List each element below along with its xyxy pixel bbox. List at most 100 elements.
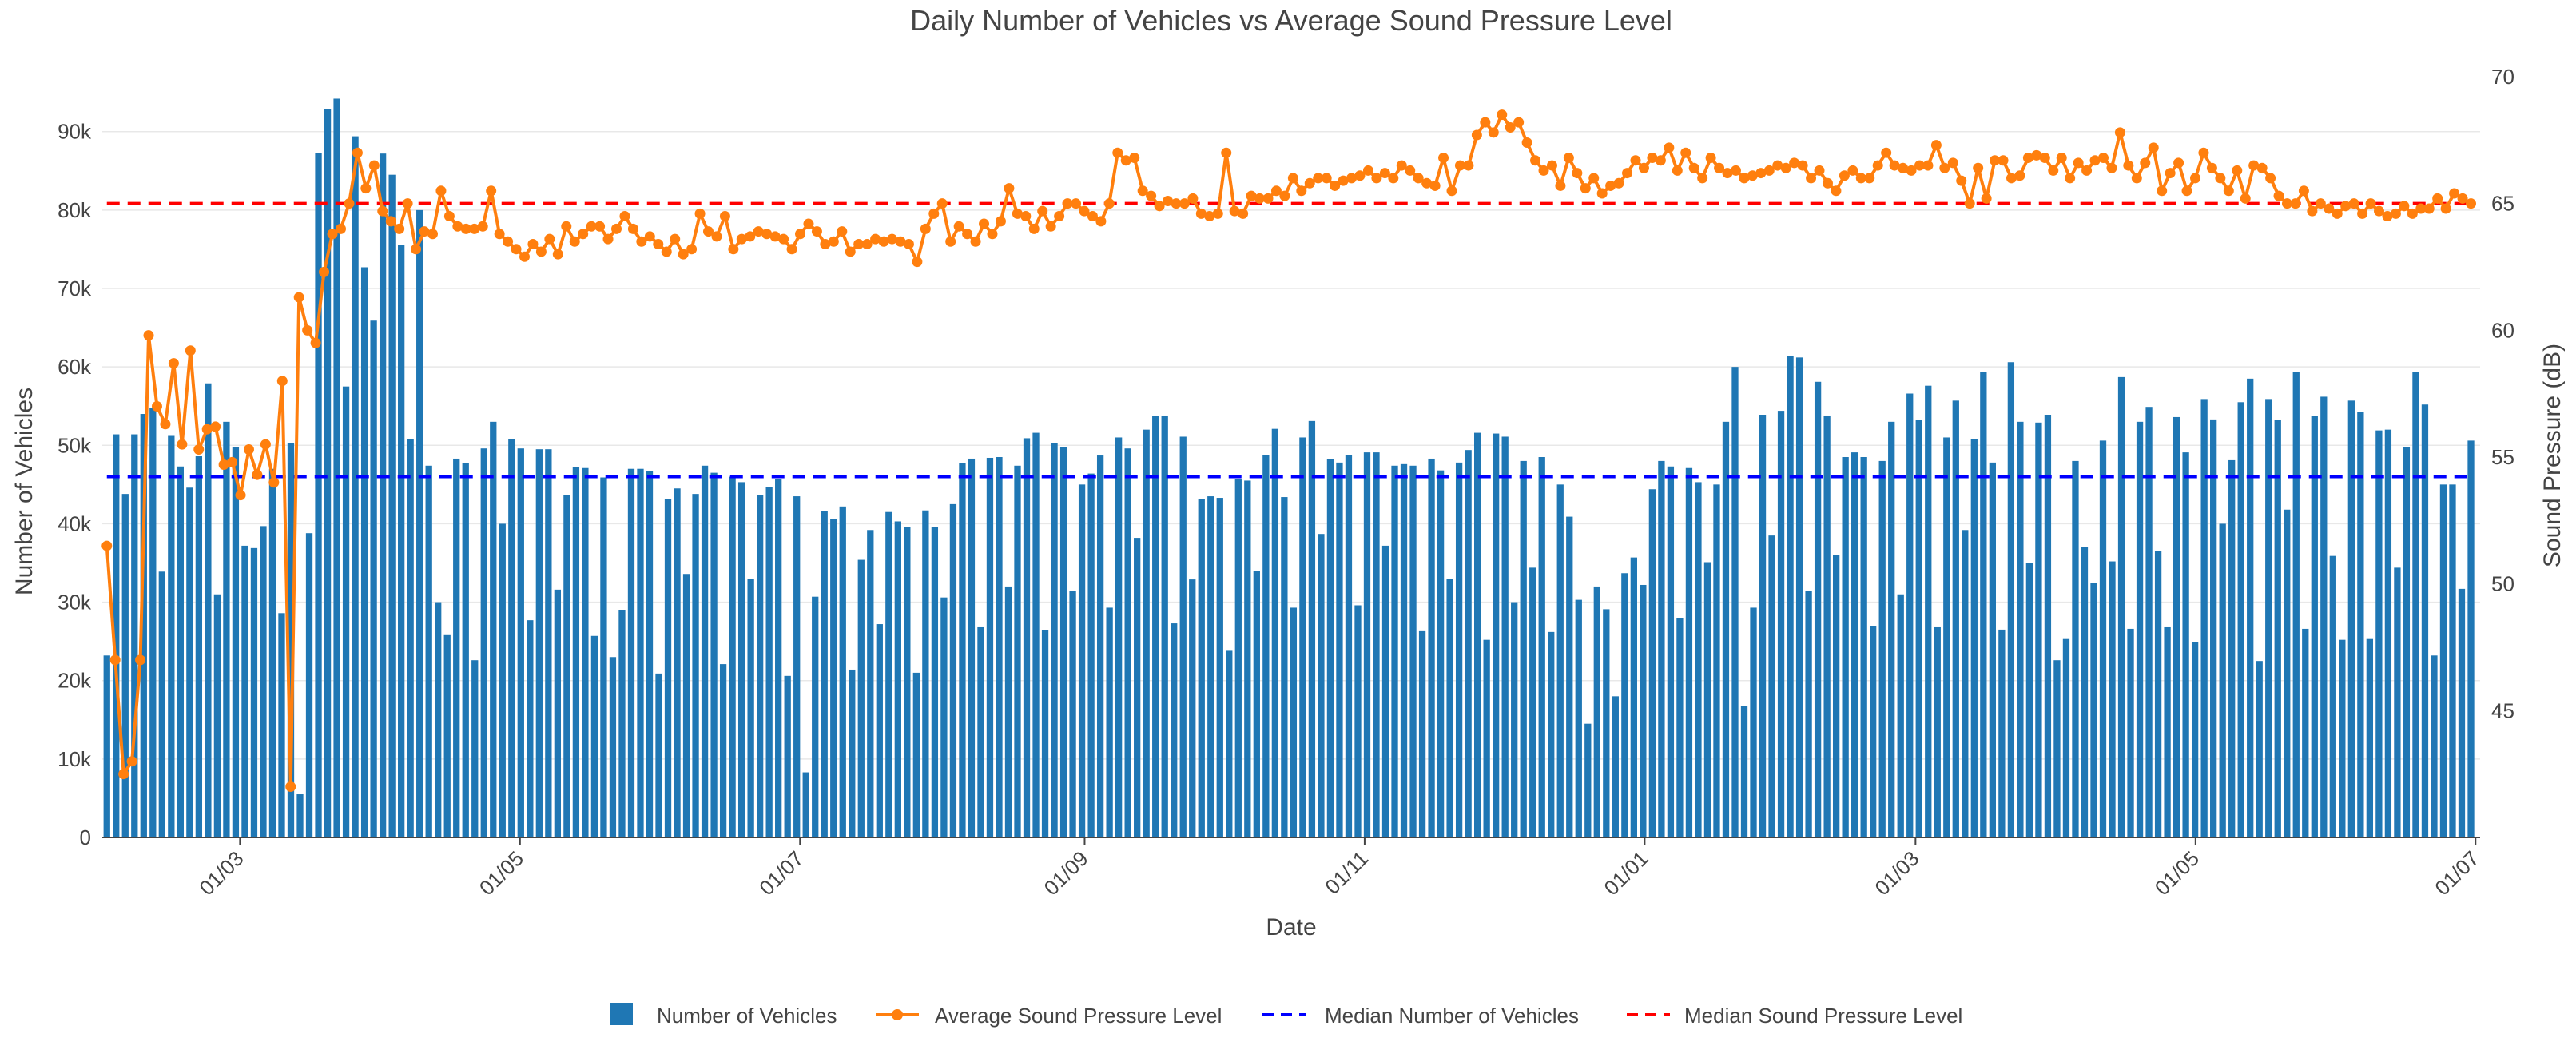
vehicle-bar bbox=[1529, 567, 1536, 837]
sound-pressure-point bbox=[419, 226, 430, 237]
vehicle-bar bbox=[821, 511, 828, 837]
vehicle-bar bbox=[1667, 466, 1675, 837]
vehicle-bar bbox=[1805, 591, 1812, 837]
sound-pressure-point bbox=[2181, 185, 2192, 197]
legend-swatch-vehicles bbox=[610, 1003, 633, 1025]
vehicle-bar bbox=[1593, 586, 1600, 837]
sound-pressure-point bbox=[2048, 165, 2059, 176]
vehicle-bar bbox=[2247, 378, 2254, 837]
vehicle-bar bbox=[2219, 523, 2226, 837]
vehicle-bar bbox=[2347, 400, 2355, 838]
sound-pressure-point bbox=[2106, 162, 2117, 173]
vehicle-bar bbox=[2228, 459, 2236, 837]
vehicle-bar bbox=[1750, 607, 1757, 837]
sound-pressure-point bbox=[1990, 155, 2001, 166]
sound-pressure-point bbox=[1296, 185, 1307, 197]
vehicle-bar bbox=[268, 468, 276, 837]
sound-pressure-point bbox=[878, 236, 889, 247]
sound-pressure-point bbox=[2457, 193, 2468, 204]
vehicle-bar bbox=[2329, 555, 2336, 837]
vehicle-bar bbox=[894, 521, 901, 837]
vehicle-bar bbox=[213, 594, 221, 837]
sound-pressure-point bbox=[769, 231, 781, 242]
sound-pressure-point bbox=[803, 218, 814, 229]
vehicle-bar bbox=[1870, 626, 1877, 837]
vehicle-bar bbox=[765, 487, 773, 837]
sound-pressure-point bbox=[460, 223, 471, 234]
vehicle-bar bbox=[757, 495, 764, 837]
sound-pressure-point bbox=[2415, 203, 2427, 214]
vehicle-bar bbox=[1134, 538, 1141, 837]
vehicle-bar bbox=[1640, 584, 1647, 837]
vehicle-bar bbox=[186, 487, 193, 837]
vehicle-bar bbox=[2035, 422, 2042, 837]
vehicle-bar bbox=[719, 664, 727, 837]
sound-pressure-point bbox=[2081, 165, 2093, 176]
vehicle-bar bbox=[1336, 462, 1343, 837]
sound-pressure-point bbox=[1246, 190, 1257, 201]
vehicle-bar bbox=[912, 672, 920, 837]
sound-pressure-point bbox=[636, 236, 647, 247]
sound-pressure-point bbox=[987, 229, 998, 240]
sound-pressure-point bbox=[2039, 153, 2050, 164]
vehicle-bar bbox=[1087, 473, 1095, 837]
sound-pressure-point bbox=[1789, 157, 1800, 169]
sound-pressure-point bbox=[1212, 208, 1223, 219]
sound-pressure-point bbox=[995, 216, 1006, 227]
sound-pressure-point bbox=[2123, 160, 2134, 171]
vehicle-bar bbox=[1262, 455, 1270, 837]
vehicle-bar bbox=[1428, 458, 1435, 837]
sound-pressure-point bbox=[569, 236, 580, 247]
sound-pressure-point bbox=[611, 223, 622, 234]
vehicle-bar bbox=[1556, 484, 1564, 837]
vehicle-bar bbox=[2117, 376, 2125, 837]
sound-pressure-path bbox=[105, 113, 2472, 789]
sound-pressure-point bbox=[2265, 173, 2276, 184]
sound-pressure-point bbox=[2056, 153, 2067, 164]
vehicle-bar bbox=[1989, 462, 1996, 837]
x-tick-label: 01/05 bbox=[475, 846, 528, 900]
vehicle-bar bbox=[867, 530, 874, 837]
y2-tick-label: 65 bbox=[2491, 192, 2514, 216]
sound-pressure-point bbox=[1497, 109, 1508, 121]
vehicle-bar bbox=[1152, 416, 1159, 837]
sound-pressure-point bbox=[394, 223, 405, 234]
vehicle-bar bbox=[2467, 440, 2475, 837]
vehicle-bar bbox=[1345, 455, 1353, 837]
vehicle-bar bbox=[416, 209, 423, 838]
vehicle-bar bbox=[324, 109, 332, 837]
vehicle-bar bbox=[296, 794, 304, 837]
sound-pressure-point bbox=[653, 238, 664, 249]
sound-pressure-point bbox=[486, 185, 497, 197]
vehicle-bar bbox=[802, 772, 809, 837]
sound-pressure-point bbox=[1112, 147, 1123, 158]
vehicle-bar bbox=[342, 386, 350, 837]
sound-pressure-point bbox=[2281, 198, 2292, 209]
legend-label-vehicles: Number of Vehicles bbox=[657, 1004, 837, 1028]
vehicle-bar bbox=[1446, 579, 1453, 837]
vehicle-bar bbox=[1787, 356, 1794, 838]
sound-pressure-point bbox=[1664, 142, 1675, 153]
vehicle-bar bbox=[1226, 650, 1233, 837]
vehicle-bar bbox=[195, 456, 203, 837]
sound-pressure-point bbox=[853, 238, 865, 249]
y-tick-label: 0 bbox=[80, 825, 91, 849]
sound-pressure-point bbox=[2031, 149, 2042, 161]
vehicle-bar bbox=[545, 449, 552, 837]
vehicle-bar bbox=[2366, 638, 2374, 837]
vehicle-bar bbox=[453, 458, 460, 837]
vehicle-bar bbox=[1326, 459, 1334, 837]
sound-pressure-point bbox=[1254, 193, 1266, 204]
vehicle-bar bbox=[959, 463, 966, 837]
vehicle-bar bbox=[590, 635, 598, 837]
sound-pressure-point bbox=[619, 211, 630, 222]
vehicle-bar bbox=[692, 494, 699, 837]
vehicle-bar bbox=[1925, 385, 1932, 837]
vehicle-bar bbox=[407, 439, 414, 837]
gridlines bbox=[102, 130, 2480, 760]
y2-tick-label: 45 bbox=[2491, 698, 2514, 722]
vehicle-bar bbox=[2439, 484, 2447, 837]
vehicle-bar bbox=[784, 675, 791, 837]
sound-pressure-point bbox=[151, 401, 162, 412]
